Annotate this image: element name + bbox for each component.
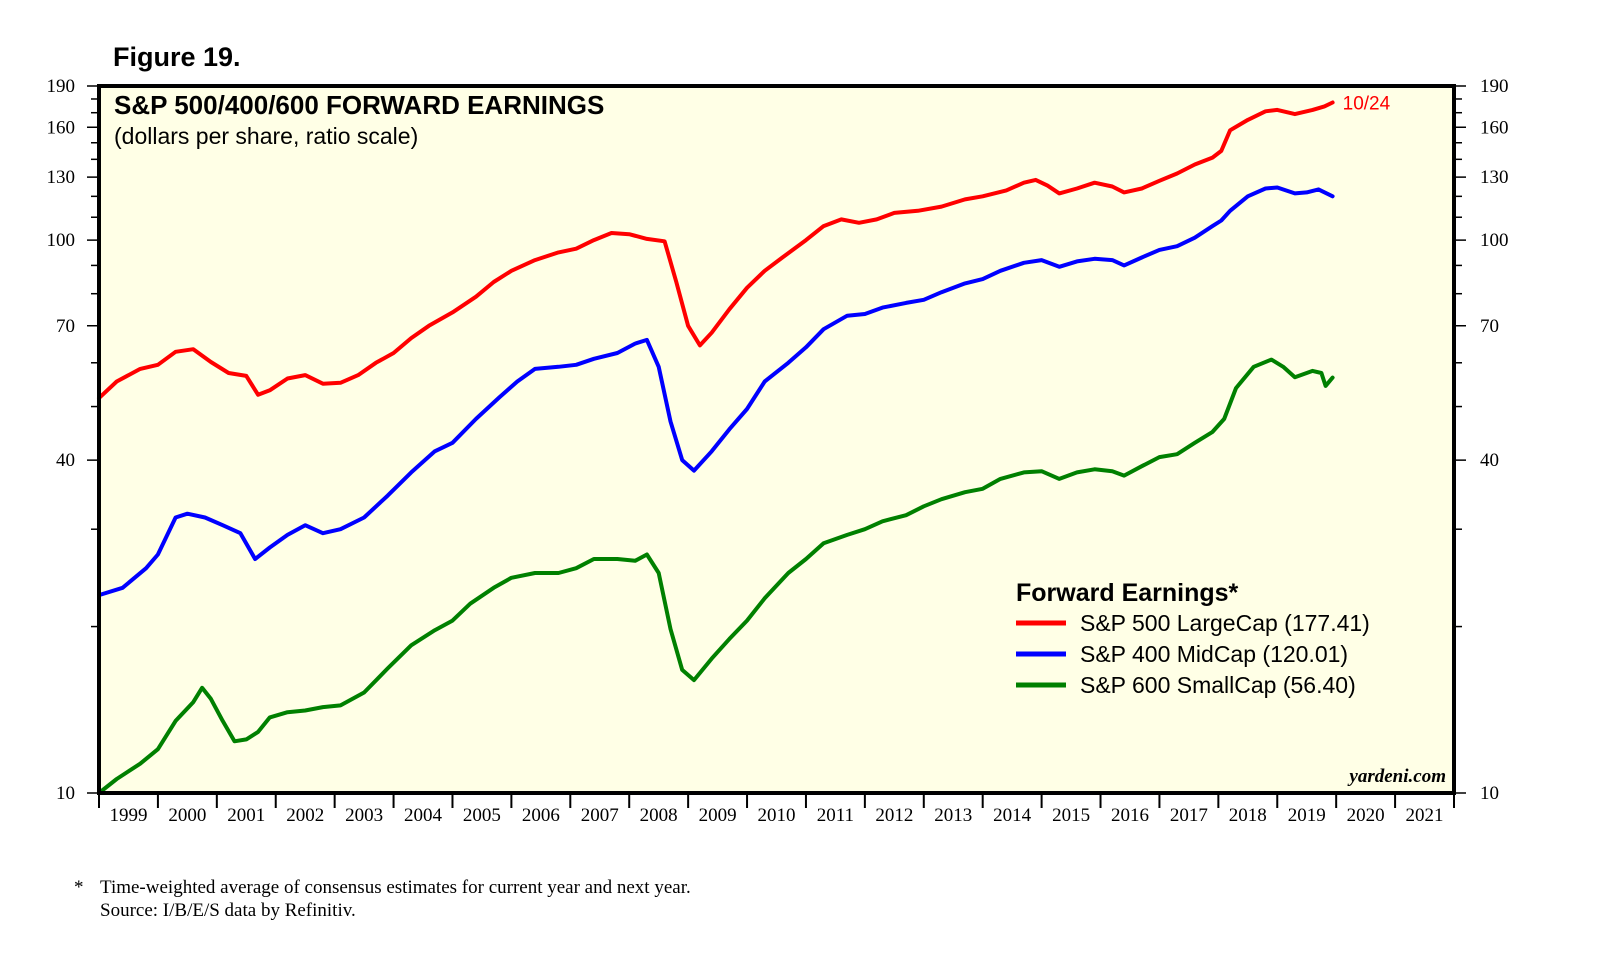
x-tick-label: 2012 (875, 805, 913, 826)
x-tick-label: 2015 (1052, 805, 1090, 826)
y-tick-label-left: 40 (56, 450, 75, 471)
x-tick-label: 2010 (758, 805, 796, 826)
y-tick-label-left: 70 (56, 316, 75, 337)
x-tick-label: 2005 (463, 805, 501, 826)
x-tick-label: 2002 (286, 805, 324, 826)
chart-subtitle: (dollars per share, ratio scale) (114, 123, 418, 149)
y-tick-label-right: 40 (1480, 450, 1499, 471)
legend-title: Forward Earnings* (1016, 579, 1239, 607)
y-tick-label-left: 190 (47, 76, 76, 97)
x-tick-label: 2003 (345, 805, 383, 826)
x-tick-label: 2004 (404, 805, 443, 826)
legend: Forward Earnings* S&P 500 LargeCap (177.… (1016, 579, 1370, 698)
x-tick-label: 2008 (640, 805, 678, 826)
footnote-text: Time-weighted average of consensus estim… (100, 877, 691, 898)
x-tick-label: 2000 (168, 805, 206, 826)
x-tick-label: 2014 (993, 805, 1032, 826)
x-tick-label: 2017 (1170, 805, 1208, 826)
legend-entry: S&P 500 LargeCap (177.41) (1080, 610, 1370, 636)
y-tick-label-right: 10 (1480, 783, 1499, 804)
footnote-source: Source: I/B/E/S data by Refinitiv. (100, 900, 356, 921)
x-tick-label: 2006 (522, 805, 560, 826)
series-line (97, 185, 1335, 598)
x-axis: 1999 2000 2001 2002 2003 2004 2005 2006 2007 2008… (98, 793, 1455, 826)
y-tick-label-left: 100 (47, 230, 76, 251)
x-tick-label: 2020 (1347, 805, 1385, 826)
y-tick-label-left: 160 (47, 117, 76, 138)
x-tick-label: 2018 (1229, 805, 1267, 826)
y-tick-label-right: 130 (1480, 167, 1509, 188)
x-tick-label: 2019 (1288, 805, 1326, 826)
y-axis-right: 10 40 70 100 130 160 190 (1454, 76, 1509, 804)
x-tick-label: 2007 (581, 805, 619, 826)
x-tick-label: 2013 (934, 805, 972, 826)
y-tick-label-right: 70 (1480, 316, 1499, 337)
x-tick-label: 1999 (109, 805, 147, 826)
y-axis-left: 10 40 70 100 130 160 190 (47, 76, 99, 804)
y-tick-label-right: 190 (1480, 76, 1509, 97)
source-credit: yardeni.com (1347, 766, 1446, 787)
x-tick-label: 2011 (817, 805, 854, 826)
plot-frame (97, 84, 1456, 795)
legend-entry: S&P 600 SmallCap (56.40) (1080, 672, 1356, 698)
footnote-marker: * (74, 877, 84, 898)
x-tick-label: 2021 (1406, 805, 1444, 826)
y-tick-label-right: 100 (1480, 230, 1509, 251)
legend-entry: S&P 400 MidCap (120.01) (1080, 641, 1348, 667)
y-tick-label-left: 130 (47, 167, 76, 188)
y-tick-label-right: 160 (1480, 117, 1509, 138)
last-date-annotation: 10/24 (1343, 93, 1391, 114)
plot-background (99, 86, 1454, 793)
footnote: * Time-weighted average of consensus esti… (74, 876, 691, 922)
figure-label: Figure 19. (113, 42, 241, 72)
x-tick-label: 2001 (227, 805, 265, 826)
chart-title: S&P 500/400/600 FORWARD EARNINGS (114, 90, 604, 120)
footnote-line-1: * Time-weighted average of consensus esti… (74, 876, 691, 899)
y-tick-label-left: 10 (56, 783, 75, 804)
series-line (97, 100, 1335, 401)
x-tick-label: 2016 (1111, 805, 1149, 826)
x-tick-label: 2009 (699, 805, 737, 826)
series-lines (97, 100, 1335, 795)
series-line (97, 357, 1335, 795)
